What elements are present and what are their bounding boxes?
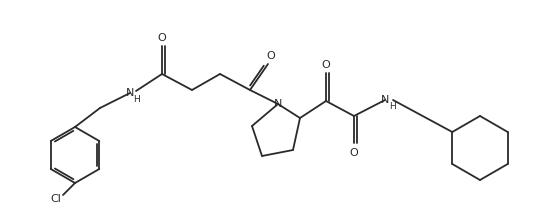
Text: H: H [134,95,140,103]
Text: O: O [158,33,166,43]
Text: N: N [381,95,389,105]
Text: O: O [322,60,330,70]
Text: N: N [126,88,134,98]
Text: O: O [350,148,358,158]
Text: H: H [389,101,395,110]
Text: O: O [267,51,275,61]
Text: N: N [274,99,282,109]
Text: Cl: Cl [50,194,61,204]
